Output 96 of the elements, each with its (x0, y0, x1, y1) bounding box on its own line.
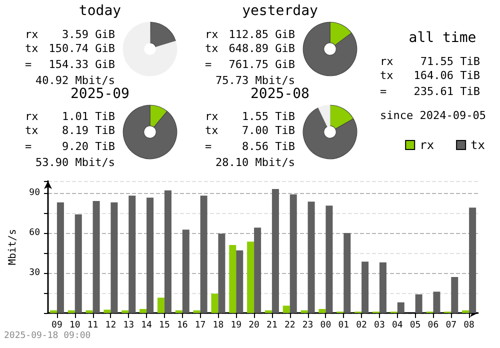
chart-title: yesterday (241, 3, 319, 19)
bar (182, 230, 190, 313)
bar (193, 310, 200, 313)
bar (200, 196, 208, 313)
text: = 8.56 TiB (205, 140, 295, 153)
bar (433, 292, 440, 313)
x-tick-label: 06 (428, 320, 439, 330)
text: rx 1.01 TiB (25, 110, 115, 123)
bar (236, 250, 244, 313)
bar (344, 233, 351, 313)
x-tick-label: 10 (69, 320, 80, 330)
text: tx 150.74 GiB (25, 42, 115, 55)
x-tick-label: 14 (141, 320, 152, 330)
bar (247, 242, 254, 313)
chart-title: today (78, 3, 122, 19)
x-tick-label: 05 (410, 320, 421, 330)
bar (140, 309, 147, 313)
text: 40.92 Mbit/s (36, 74, 115, 87)
x-tick-label: 11 (87, 320, 98, 330)
bar (175, 310, 182, 313)
bar (128, 196, 136, 313)
x-tick-label: 17 (194, 320, 206, 330)
text: rx 71.55 TiB (380, 55, 480, 68)
bar (397, 302, 404, 313)
bar (272, 189, 279, 313)
x-tick-label: 03 (374, 320, 385, 330)
bar (164, 190, 172, 313)
text: 28.10 Mbit/s (216, 156, 295, 169)
x-tick-label: 18 (212, 320, 224, 330)
bar (415, 294, 422, 313)
text: tx 164.06 TiB (380, 69, 480, 82)
x-tick-label: 01 (338, 320, 350, 330)
bar (50, 310, 57, 313)
text: rx 112.85 GiB (205, 28, 295, 41)
bar (282, 306, 290, 313)
y-tick-label: 90 (29, 188, 40, 198)
bar (211, 294, 218, 313)
text: all time (408, 30, 478, 46)
chart-title: 2025-08 (249, 86, 310, 102)
text: 75.73 Mbit/s (216, 74, 295, 87)
text: = 235.61 TiB (380, 85, 480, 98)
text: 53.90 Mbit/s (36, 156, 115, 169)
x-tick-label: 02 (356, 320, 367, 330)
chart-title: 2025-09 (69, 86, 130, 102)
x-tick-label: 04 (392, 320, 403, 330)
y-axis-title: Mbit/s (8, 228, 18, 266)
legend-label: tx (470, 138, 486, 152)
text: = 9.20 TiB (25, 140, 115, 153)
x-tick-label: 22 (284, 320, 296, 330)
bar (308, 202, 315, 313)
bar (157, 298, 164, 313)
legend-label: rx (420, 138, 434, 152)
bar (462, 310, 470, 313)
bar (264, 310, 272, 313)
bar (451, 277, 458, 313)
x-tick-label: 08 (464, 320, 474, 330)
bar (68, 310, 75, 313)
bar (86, 310, 93, 313)
x-tick-label: 19 (230, 320, 242, 330)
y-tick-label: 60 (29, 228, 40, 238)
x-tick-label: 13 (123, 320, 134, 330)
x-tick-label: 20 (248, 320, 260, 330)
bar (318, 309, 326, 313)
x-tick-label: 16 (176, 320, 188, 330)
text: since 2024-09-05 (380, 109, 486, 122)
x-tick-label: 23 (302, 320, 314, 330)
bar (229, 245, 236, 313)
text: = 154.33 GiB (25, 58, 115, 71)
x-tick-label: 12 (105, 320, 116, 330)
bar (290, 194, 297, 313)
bar (56, 202, 64, 313)
bar (146, 198, 154, 313)
bar (254, 228, 262, 313)
text: tx 8.19 TiB (25, 124, 115, 137)
y-tick-label: 30 (29, 268, 40, 278)
bar (110, 202, 118, 313)
bar (362, 262, 369, 313)
bar (122, 310, 129, 313)
x-tick-label: 09 (52, 320, 62, 330)
bar (104, 310, 111, 313)
text: tx 648.89 GiB (205, 42, 295, 55)
text: tx 7.00 TiB (205, 124, 295, 137)
x-tick-label: 21 (266, 320, 278, 330)
x-tick-label: 07 (446, 320, 457, 330)
bar (218, 234, 226, 313)
bar (379, 262, 386, 313)
text: 2025-09-18 09:00 (4, 331, 91, 341)
bar (300, 310, 308, 313)
bar (92, 201, 100, 313)
x-tick-label: 15 (159, 320, 170, 330)
x-tick-label: 00 (320, 320, 332, 330)
text: rx 1.55 TiB (205, 110, 295, 123)
bar (326, 206, 333, 313)
bar (74, 214, 82, 313)
text: = 761.75 GiB (205, 58, 295, 71)
text: rx 3.59 GiB (25, 28, 115, 41)
